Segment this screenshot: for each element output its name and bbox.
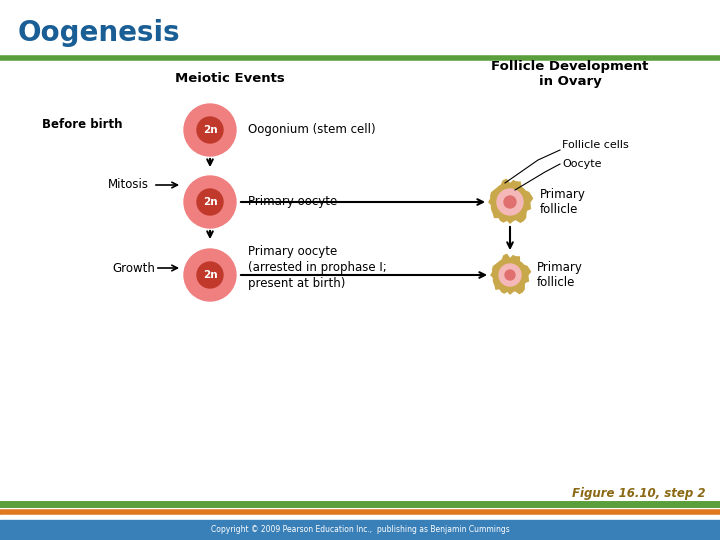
Text: Oocyte: Oocyte (562, 159, 601, 169)
Circle shape (184, 249, 236, 301)
Text: Growth: Growth (112, 261, 155, 274)
Text: Figure 16.10, step 2: Figure 16.10, step 2 (572, 487, 705, 500)
Text: Primary oocyte: Primary oocyte (248, 195, 337, 208)
Bar (0, 520, 720, 540)
Circle shape (499, 264, 521, 286)
Circle shape (505, 270, 515, 280)
Text: Meiotic Events: Meiotic Events (175, 71, 285, 84)
Polygon shape (491, 254, 531, 294)
Text: Oogenesis: Oogenesis (18, 19, 181, 47)
Text: Primary oocyte
(arrested in prophase I;
present at birth): Primary oocyte (arrested in prophase I; … (248, 245, 387, 289)
Circle shape (197, 189, 223, 215)
Circle shape (504, 196, 516, 208)
Circle shape (197, 117, 223, 143)
Circle shape (184, 104, 236, 156)
Text: Mitosis: Mitosis (108, 179, 149, 192)
Circle shape (184, 176, 236, 228)
Text: Follicle cells: Follicle cells (562, 140, 629, 150)
Text: 2n: 2n (203, 270, 217, 280)
Text: Primary
follicle: Primary follicle (540, 188, 586, 216)
Polygon shape (489, 179, 533, 223)
Text: Follicle Development
in Ovary: Follicle Development in Ovary (491, 60, 649, 88)
Text: Primary
follicle: Primary follicle (537, 261, 583, 289)
Circle shape (497, 189, 523, 215)
Circle shape (197, 262, 223, 288)
Text: Oogonium (stem cell): Oogonium (stem cell) (248, 124, 376, 137)
Text: 2n: 2n (203, 197, 217, 207)
Text: Before birth: Before birth (42, 118, 122, 132)
Text: 2n: 2n (203, 125, 217, 135)
Text: Copyright © 2009 Pearson Education Inc.,  publishing as Benjamin Cummings: Copyright © 2009 Pearson Education Inc.,… (211, 525, 509, 535)
